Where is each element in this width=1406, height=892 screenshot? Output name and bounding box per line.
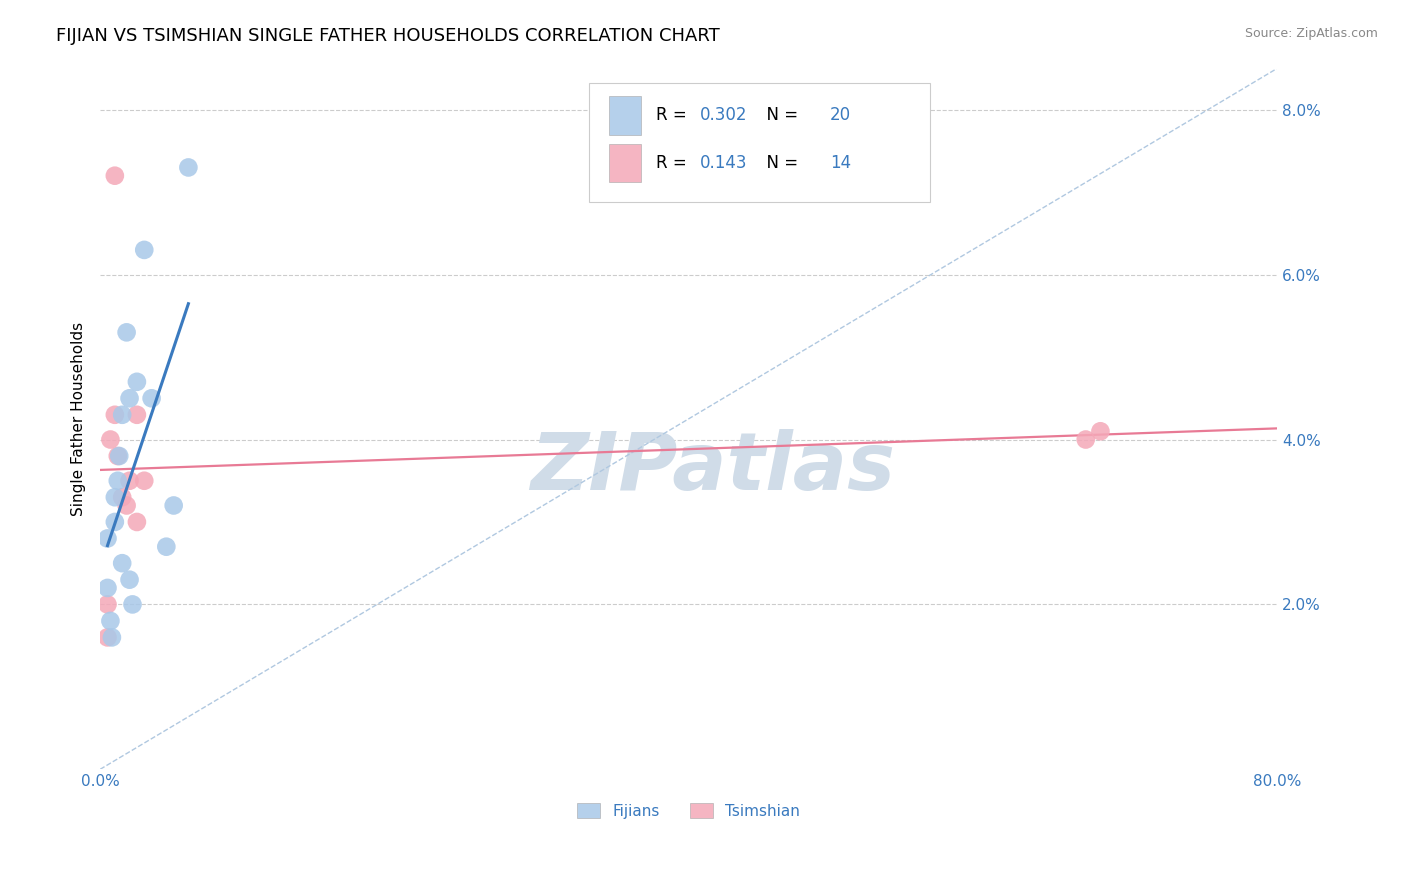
Legend: Fijians, Tsimshian: Fijians, Tsimshian — [571, 797, 806, 825]
Point — [125, 408, 148, 422]
Point — [141, 392, 163, 406]
Point — [1074, 433, 1097, 447]
Y-axis label: Single Father Households: Single Father Households — [72, 322, 86, 516]
Point — [177, 161, 200, 175]
Point — [125, 375, 148, 389]
Text: FIJIAN VS TSIMSHIAN SINGLE FATHER HOUSEHOLDS CORRELATION CHART: FIJIAN VS TSIMSHIAN SINGLE FATHER HOUSEH… — [56, 27, 720, 45]
Point — [111, 408, 134, 422]
Point — [101, 631, 124, 645]
Text: R =: R = — [655, 106, 692, 125]
Text: ZIPatlas: ZIPatlas — [530, 429, 894, 507]
Point — [121, 598, 143, 612]
Point — [115, 326, 138, 340]
Text: 20: 20 — [830, 106, 851, 125]
Text: 0.302: 0.302 — [700, 106, 748, 125]
Text: N =: N = — [755, 106, 803, 125]
Text: 14: 14 — [830, 154, 851, 172]
Point — [108, 449, 131, 463]
Point — [163, 499, 186, 513]
Bar — [609, 144, 641, 182]
Point — [96, 631, 118, 645]
Point — [100, 614, 122, 628]
Point — [111, 556, 134, 570]
Point — [125, 515, 148, 529]
Text: Source: ZipAtlas.com: Source: ZipAtlas.com — [1244, 27, 1378, 40]
FancyBboxPatch shape — [589, 83, 929, 202]
Point — [111, 490, 134, 504]
Point — [118, 474, 141, 488]
Point — [104, 408, 127, 422]
Bar — [609, 96, 641, 135]
Point — [96, 598, 118, 612]
Point — [100, 433, 122, 447]
Point — [118, 573, 141, 587]
Point — [134, 474, 156, 488]
Text: R =: R = — [655, 154, 692, 172]
Text: N =: N = — [755, 154, 803, 172]
Point — [104, 490, 127, 504]
Point — [118, 392, 141, 406]
Point — [96, 581, 118, 595]
Point — [107, 449, 129, 463]
Point — [134, 243, 156, 257]
Point — [115, 499, 138, 513]
Point — [104, 515, 127, 529]
Point — [104, 169, 127, 183]
Point — [107, 474, 129, 488]
Point — [1090, 424, 1112, 438]
Text: 0.143: 0.143 — [700, 154, 748, 172]
Point — [155, 540, 177, 554]
Point — [96, 532, 118, 546]
